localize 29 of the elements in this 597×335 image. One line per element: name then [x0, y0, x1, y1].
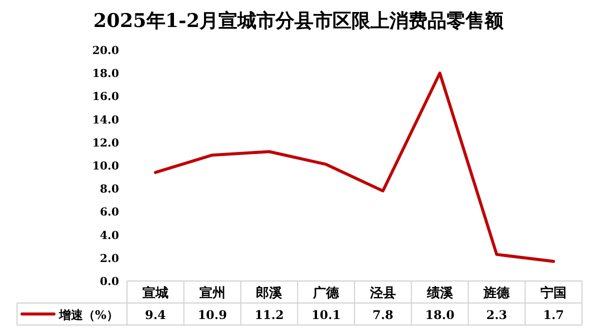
y-tick-label: 20.0	[92, 44, 120, 57]
y-tick-label: 12.0	[92, 136, 120, 150]
y-tick-label: 2.0	[100, 252, 120, 265]
x-tick-label: 旌德	[482, 285, 511, 301]
data-label: 10.9	[198, 308, 227, 322]
chart-title: 2025年1-2月宣城市分县市区限上消费品零售额	[93, 10, 505, 32]
y-tick-label: 16.0	[92, 90, 120, 104]
data-label: 1.7	[543, 308, 564, 322]
y-tick-label: 0.0	[100, 275, 120, 288]
legend-label: 增速（%）	[58, 308, 118, 322]
data-label: 18.0	[425, 308, 454, 322]
y-tick-label: 10.0	[92, 160, 120, 172]
data-label: 2.3	[486, 308, 508, 322]
x-tick-label: 郎溪	[256, 285, 284, 301]
x-tick-label: 宣州	[199, 285, 226, 301]
x-tick-label: 宁国	[540, 285, 567, 301]
x-tick-label: 泾县	[368, 286, 396, 301]
data-label: 9.4	[144, 308, 166, 322]
x-tick-label: 广德	[312, 285, 340, 301]
y-tick-label: 8.0	[100, 182, 120, 196]
y-tick-label: 4.0	[100, 228, 120, 242]
y-tick-label: 14.0	[92, 113, 120, 126]
y-tick-label: 18.0	[92, 67, 120, 80]
x-tick-label: 绩溪	[426, 286, 454, 301]
data-label: 11.2	[254, 308, 284, 322]
data-label: 10.1	[311, 308, 341, 322]
x-tick-label: 宣城	[142, 285, 168, 301]
data-label: 7.8	[372, 308, 394, 322]
y-tick-label: 6.0	[100, 206, 120, 219]
